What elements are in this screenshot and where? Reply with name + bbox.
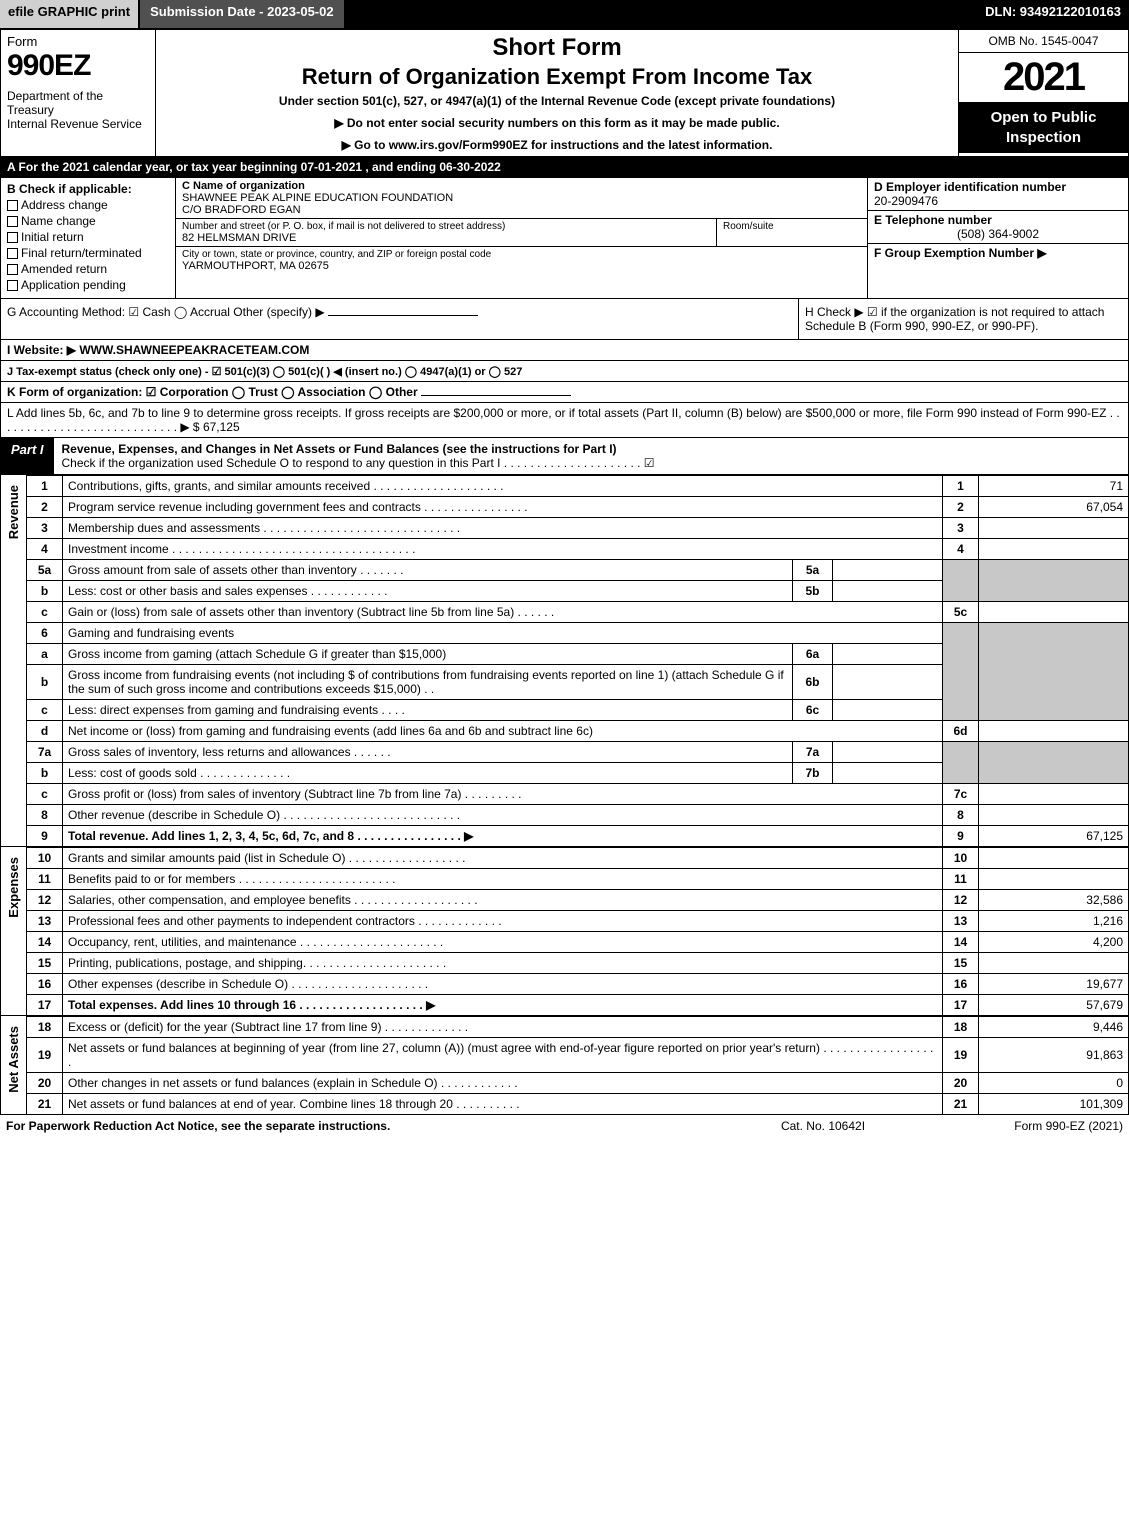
accounting-method: G Accounting Method: ☑ Cash ◯ Accrual Ot… — [1, 299, 798, 339]
form-label: Form — [7, 34, 149, 49]
form-subtitle: Under section 501(c), 527, or 4947(a)(1)… — [164, 94, 950, 108]
header-center: Short Form Return of Organization Exempt… — [156, 30, 958, 156]
line-21: 21Net assets or fund balances at end of … — [27, 1094, 1129, 1115]
line-9: 9Total revenue. Add lines 1, 2, 3, 4, 5c… — [27, 826, 1129, 847]
line-17: 17Total expenses. Add lines 10 through 1… — [27, 995, 1129, 1016]
schedule-b-check: H Check ▶ ☑ if the organization is not r… — [798, 299, 1128, 339]
line-6d: dNet income or (loss) from gaming and fu… — [27, 721, 1129, 742]
page-footer: For Paperwork Reduction Act Notice, see … — [0, 1115, 1129, 1137]
col-b-checkboxes: B Check if applicable: Address change Na… — [1, 178, 176, 298]
col-b-heading: B Check if applicable: — [7, 182, 169, 196]
cb-name-change[interactable]: Name change — [7, 214, 169, 228]
expenses-table: 10Grants and similar amounts paid (list … — [26, 847, 1129, 1016]
row-a-tax-year: A For the 2021 calendar year, or tax yea… — [0, 157, 1129, 178]
footer-formref: Form 990-EZ (2021) — [923, 1119, 1123, 1133]
row-k-org-form: K Form of organization: ☑ Corporation ◯ … — [0, 382, 1129, 403]
department-label: Department of the Treasury Internal Reve… — [7, 89, 149, 131]
top-bar: efile GRAPHIC print Submission Date - 20… — [0, 0, 1129, 28]
line-12: 12Salaries, other compensation, and empl… — [27, 890, 1129, 911]
addr-street: 82 HELMSMAN DRIVE — [182, 232, 710, 244]
line-8: 8Other revenue (describe in Schedule O) … — [27, 805, 1129, 826]
line-5c: cGain or (loss) from sale of assets othe… — [27, 602, 1129, 623]
revenue-section: Revenue 1Contributions, gifts, grants, a… — [0, 475, 1129, 847]
line-7c: cGross profit or (loss) from sales of in… — [27, 784, 1129, 805]
form-note-link: ▶ Go to www.irs.gov/Form990EZ for instru… — [164, 138, 950, 152]
part-1-header: Part I Revenue, Expenses, and Changes in… — [0, 438, 1129, 475]
form-number: 990EZ — [7, 49, 149, 83]
header-left: Form 990EZ Department of the Treasury In… — [1, 30, 156, 156]
tax-year: 2021 — [959, 53, 1128, 102]
spacer — [344, 0, 978, 28]
line-13: 13Professional fees and other payments t… — [27, 911, 1129, 932]
footer-catno: Cat. No. 10642I — [723, 1119, 923, 1133]
tel-label: E Telephone number — [874, 213, 1122, 227]
col-c-address: C Name of organization SHAWNEE PEAK ALPI… — [176, 178, 868, 298]
line-15: 15Printing, publications, postage, and s… — [27, 953, 1129, 974]
row-i-website: I Website: ▶ WWW.SHAWNEEPEAKRACETEAM.COM — [0, 340, 1129, 361]
part-1-label: Part I — [1, 438, 54, 474]
line-11: 11Benefits paid to or for members . . . … — [27, 869, 1129, 890]
revenue-side-label: Revenue — [0, 475, 26, 847]
submission-date: Submission Date - 2023-05-02 — [140, 0, 344, 28]
line-7a: 7aGross sales of inventory, less returns… — [27, 742, 1129, 763]
form-header: Form 990EZ Department of the Treasury In… — [0, 28, 1129, 157]
revenue-table: 1Contributions, gifts, grants, and simil… — [26, 475, 1129, 847]
city-value: YARMOUTHPORT, MA 02675 — [182, 260, 861, 272]
line-18: 18Excess or (deficit) for the year (Subt… — [27, 1017, 1129, 1038]
dln-label: DLN: 93492122010163 — [977, 0, 1129, 28]
net-assets-table: 18Excess or (deficit) for the year (Subt… — [26, 1016, 1129, 1115]
tel-value: (508) 364-9002 — [874, 227, 1122, 241]
cb-initial-return[interactable]: Initial return — [7, 230, 169, 244]
org-co: C/O BRADFORD EGAN — [182, 204, 861, 216]
line-19: 19Net assets or fund balances at beginni… — [27, 1038, 1129, 1073]
expenses-side-label: Expenses — [0, 847, 26, 1016]
line-1: 1Contributions, gifts, grants, and simil… — [27, 476, 1129, 497]
cb-application-pending[interactable]: Application pending — [7, 278, 169, 292]
group-exempt-label: F Group Exemption Number ▶ — [874, 246, 1122, 260]
line-4: 4Investment income . . . . . . . . . . .… — [27, 539, 1129, 560]
form-note-ssn: ▶ Do not enter social security numbers o… — [164, 116, 950, 130]
part-1-title: Revenue, Expenses, and Changes in Net As… — [54, 438, 1128, 474]
line-3: 3Membership dues and assessments . . . .… — [27, 518, 1129, 539]
form-title-long: Return of Organization Exempt From Incom… — [164, 64, 950, 90]
org-name-label: C Name of organization — [182, 180, 861, 192]
org-info-row: B Check if applicable: Address change Na… — [0, 178, 1129, 299]
omb-number: OMB No. 1545-0047 — [959, 30, 1128, 53]
line-20: 20Other changes in net assets or fund ba… — [27, 1073, 1129, 1094]
net-assets-section: Net Assets 18Excess or (deficit) for the… — [0, 1016, 1129, 1115]
open-to-public: Open to Public Inspection — [959, 102, 1128, 153]
addr-label: Number and street (or P. O. box, if mail… — [182, 221, 710, 232]
city-label: City or town, state or province, country… — [182, 249, 861, 260]
line-10: 10Grants and similar amounts paid (list … — [27, 848, 1129, 869]
col-d-ids: D Employer identification number 20-2909… — [868, 178, 1128, 298]
line-2: 2Program service revenue including gover… — [27, 497, 1129, 518]
header-right: OMB No. 1545-0047 2021 Open to Public In… — [958, 30, 1128, 156]
line-14: 14Occupancy, rent, utilities, and mainte… — [27, 932, 1129, 953]
form-title-short: Short Form — [164, 34, 950, 62]
line-5a: 5aGross amount from sale of assets other… — [27, 560, 1129, 581]
cb-amended-return[interactable]: Amended return — [7, 262, 169, 276]
ein-label: D Employer identification number — [874, 180, 1122, 194]
row-j-tax-exempt: J Tax-exempt status (check only one) - ☑… — [0, 361, 1129, 382]
footer-paperwork: For Paperwork Reduction Act Notice, see … — [6, 1119, 723, 1133]
line-16: 16Other expenses (describe in Schedule O… — [27, 974, 1129, 995]
cb-final-return[interactable]: Final return/terminated — [7, 246, 169, 260]
line-6: 6Gaming and fundraising events — [27, 623, 1129, 644]
ein-value: 20-2909476 — [874, 194, 1122, 208]
row-gh: G Accounting Method: ☑ Cash ◯ Accrual Ot… — [0, 299, 1129, 340]
org-name: SHAWNEE PEAK ALPINE EDUCATION FOUNDATION — [182, 192, 861, 204]
row-l-gross-receipts: L Add lines 5b, 6c, and 7b to line 9 to … — [0, 403, 1129, 438]
net-assets-side-label: Net Assets — [0, 1016, 26, 1115]
room-label: Room/suite — [723, 221, 861, 232]
cb-address-change[interactable]: Address change — [7, 198, 169, 212]
efile-print-button[interactable]: efile GRAPHIC print — [0, 0, 140, 28]
expenses-section: Expenses 10Grants and similar amounts pa… — [0, 847, 1129, 1016]
